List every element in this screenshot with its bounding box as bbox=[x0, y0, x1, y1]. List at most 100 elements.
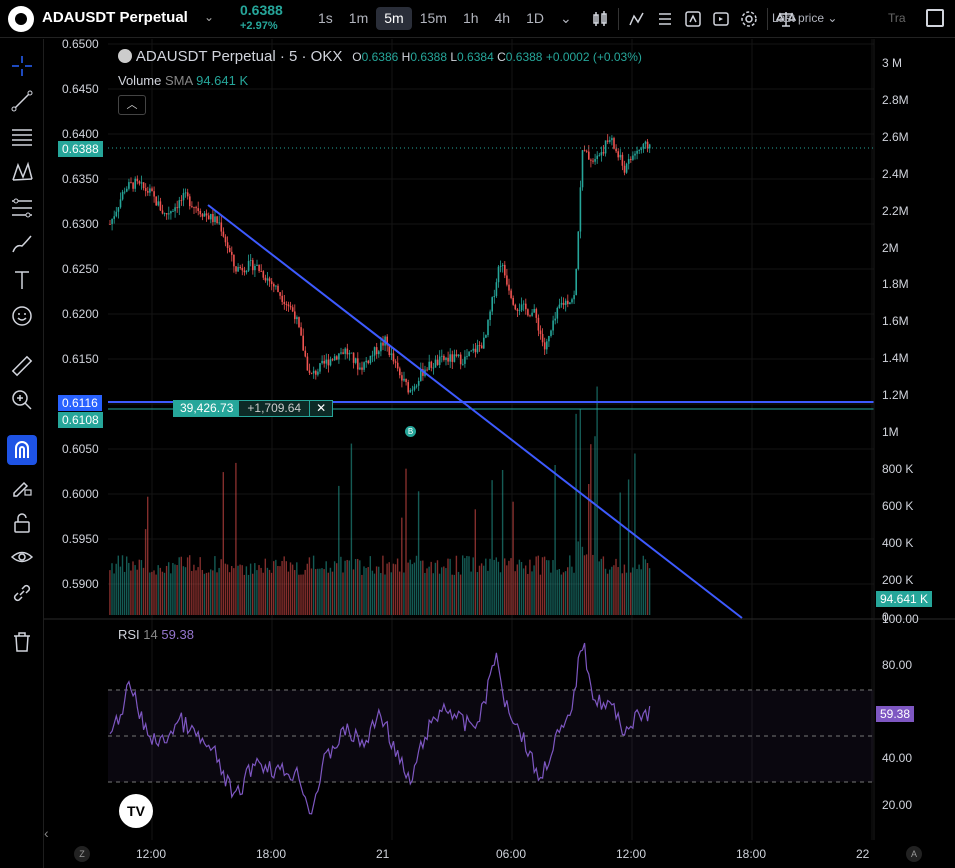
volume-bar bbox=[186, 557, 189, 615]
candle-body bbox=[640, 148, 643, 151]
candles-icon[interactable] bbox=[586, 8, 614, 30]
trade-label[interactable]: Tra bbox=[888, 11, 906, 25]
volume-bar bbox=[449, 558, 451, 615]
chevron-down-icon: ⌄ bbox=[827, 11, 838, 25]
candle-body bbox=[596, 155, 598, 160]
candle-body bbox=[182, 193, 185, 201]
crosshair-icon[interactable] bbox=[7, 51, 37, 81]
price-source-dropdown[interactable]: Last price ⌄ bbox=[772, 11, 837, 25]
interval-5m[interactable]: 5m bbox=[376, 7, 412, 30]
rsi-legend: RSI 14 59.38 bbox=[118, 627, 194, 642]
collapse-icon[interactable]: ‹ bbox=[44, 825, 49, 841]
eye-icon[interactable] bbox=[7, 542, 37, 572]
interval-1d[interactable]: 1D bbox=[526, 10, 544, 26]
volume-bar bbox=[294, 570, 296, 615]
volume-bar bbox=[636, 568, 638, 615]
pattern-icon[interactable] bbox=[7, 157, 37, 187]
volume-bar bbox=[516, 564, 518, 615]
candle-body bbox=[592, 160, 594, 162]
volume-bar bbox=[613, 565, 615, 615]
gear-icon[interactable] bbox=[735, 8, 763, 30]
link-icon[interactable] bbox=[7, 578, 37, 608]
candle-body bbox=[455, 354, 458, 357]
lock-drawing-icon[interactable] bbox=[7, 472, 37, 502]
volume-bar bbox=[575, 413, 577, 615]
candle-body bbox=[231, 251, 233, 255]
candle-body bbox=[476, 345, 479, 353]
interval-1s[interactable]: 1s bbox=[318, 10, 333, 26]
collapse-legend-button[interactable]: ︿ bbox=[118, 95, 146, 115]
templates-icon[interactable] bbox=[651, 8, 679, 30]
interval-1h[interactable]: 1h bbox=[462, 10, 479, 26]
ruler-icon[interactable] bbox=[7, 351, 37, 381]
indicators-icon[interactable] bbox=[623, 8, 651, 30]
auto-scale-button[interactable]: A bbox=[906, 846, 922, 862]
interval-more-icon[interactable]: ⌄ bbox=[560, 10, 572, 26]
volume-bar bbox=[424, 572, 426, 615]
candle-body bbox=[214, 216, 216, 223]
candle-body bbox=[178, 200, 181, 209]
trash-icon[interactable] bbox=[7, 627, 37, 657]
candle-body bbox=[373, 347, 376, 356]
interval-15m[interactable]: 15m bbox=[419, 10, 447, 26]
symbol-name[interactable]: ADAUSDT Perpetual bbox=[42, 9, 188, 26]
fullscreen-icon[interactable] bbox=[926, 9, 944, 27]
zoom-icon[interactable] bbox=[7, 385, 37, 415]
magnet-icon[interactable] bbox=[7, 435, 37, 465]
position-widget[interactable]: 39,426.73 +1,709.64 ✕ bbox=[173, 400, 334, 417]
timezone-button[interactable]: Z bbox=[74, 846, 90, 862]
volume-bar bbox=[552, 560, 554, 615]
volume-bar bbox=[281, 560, 283, 615]
text-icon[interactable] bbox=[7, 265, 37, 295]
candle-body bbox=[516, 309, 519, 311]
compare-scale-icon[interactable] bbox=[772, 8, 800, 30]
volume-bar bbox=[417, 491, 420, 615]
candle-body bbox=[520, 304, 523, 311]
candle-body bbox=[548, 335, 550, 342]
volume-bar bbox=[373, 573, 376, 615]
volume-bar bbox=[151, 571, 153, 615]
candle-body bbox=[346, 348, 349, 355]
rsi-length: 14 bbox=[143, 627, 158, 642]
volume-bar bbox=[304, 569, 306, 615]
volume-bar bbox=[363, 566, 365, 615]
unlock-icon[interactable] bbox=[7, 508, 37, 538]
volume-tick-label: 1M bbox=[882, 425, 899, 439]
volume-bar bbox=[231, 566, 233, 615]
volume-bar bbox=[531, 571, 533, 615]
candle-body bbox=[564, 300, 567, 305]
volume-name[interactable]: Volume bbox=[118, 73, 162, 88]
rsi-name[interactable]: RSI bbox=[118, 627, 140, 642]
candle-body bbox=[606, 140, 609, 142]
alert-icon[interactable] bbox=[679, 8, 707, 30]
candle-body bbox=[350, 352, 353, 354]
volume-bar bbox=[627, 479, 630, 615]
replay-icon[interactable] bbox=[707, 8, 735, 30]
candle-body bbox=[438, 356, 441, 365]
candle-body bbox=[594, 159, 596, 162]
volume-bar bbox=[235, 462, 237, 615]
fib-icon[interactable] bbox=[7, 193, 37, 223]
candle-body bbox=[153, 191, 155, 197]
candle-body bbox=[258, 264, 260, 271]
candle-body bbox=[426, 369, 428, 371]
candle-body bbox=[254, 265, 256, 271]
candle-body bbox=[249, 260, 252, 261]
legend-title[interactable]: ADAUSDT Perpetual · 5 · OKX bbox=[135, 48, 343, 65]
candle-body bbox=[243, 270, 246, 273]
chevron-down-icon[interactable]: ⌄ bbox=[204, 10, 215, 24]
volume-bar bbox=[300, 574, 302, 615]
interval-1m[interactable]: 1m bbox=[348, 10, 369, 26]
brush-icon[interactable] bbox=[7, 229, 37, 259]
horizontal-lines-icon[interactable] bbox=[7, 122, 37, 152]
volume-bar bbox=[264, 558, 266, 615]
volume-bar bbox=[155, 574, 157, 615]
interval-4h[interactable]: 4h bbox=[494, 10, 511, 26]
trend-line-icon[interactable] bbox=[7, 86, 37, 116]
candle-body bbox=[210, 213, 212, 220]
position-close-button[interactable]: ✕ bbox=[309, 401, 333, 416]
volume-bar bbox=[413, 562, 416, 615]
candle-body bbox=[493, 295, 496, 298]
emoji-icon[interactable] bbox=[7, 301, 37, 331]
